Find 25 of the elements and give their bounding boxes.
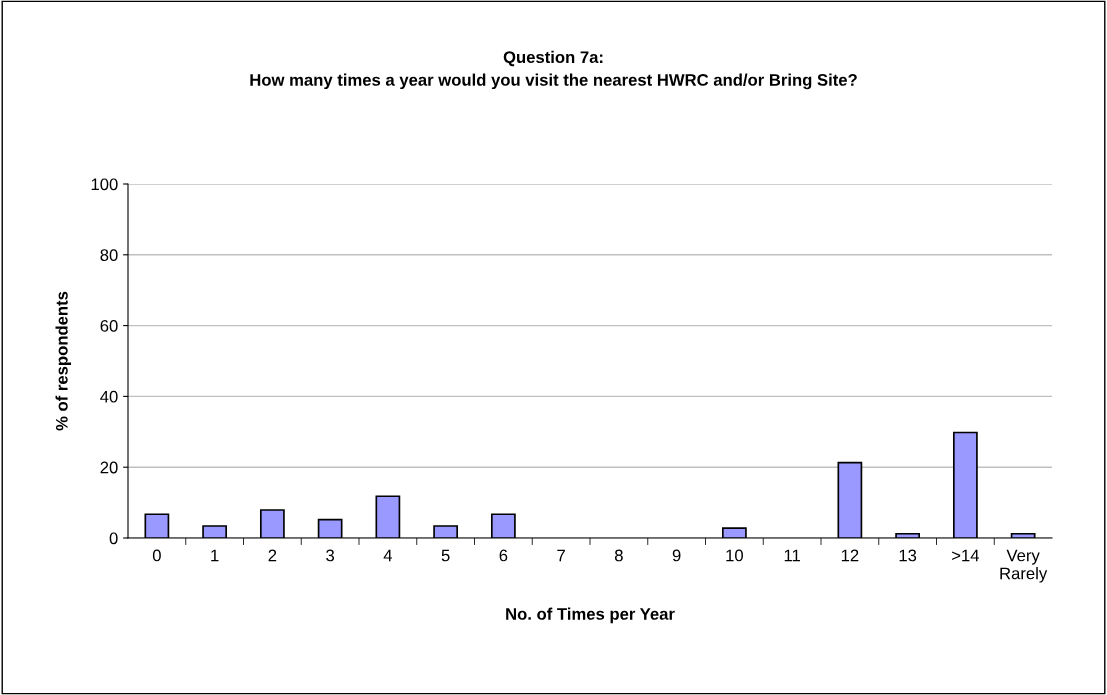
y-tick-label: 100 bbox=[91, 178, 118, 191]
y-tick-label: 60 bbox=[100, 320, 118, 332]
y-tick-label: 40 bbox=[100, 390, 118, 403]
x-tick-label: 0 bbox=[152, 549, 161, 562]
x-tick-label: 3 bbox=[326, 549, 335, 562]
x-tick-label: 10 bbox=[726, 549, 743, 562]
x-tick-label: 6 bbox=[499, 549, 508, 562]
x-tick-label: 7 bbox=[557, 549, 565, 562]
y-tick-label: 20 bbox=[100, 461, 118, 474]
y-tick-label: 80 bbox=[100, 249, 118, 261]
x-tick-label: 13 bbox=[899, 549, 917, 562]
x-tick-label: 4 bbox=[383, 549, 393, 562]
chart-title: Question 7a: How many times a year would you visit the nearest HWRC and/or Bring Site? bbox=[250, 50, 857, 90]
x-tick-label: Very Rarely bbox=[1000, 549, 1048, 583]
x-tick-label: 11 bbox=[784, 549, 800, 562]
x-tick-label: 5 bbox=[441, 549, 450, 562]
y-tick-label: 0 bbox=[109, 532, 118, 545]
x-tick-label: 2 bbox=[268, 549, 277, 562]
y-axis-title: % of respondents bbox=[55, 291, 72, 431]
x-tick-label: 1 bbox=[211, 549, 219, 562]
x-tick-label: 9 bbox=[672, 549, 681, 562]
x-tick-label: 8 bbox=[614, 549, 623, 562]
x-axis-title: No. of Times per Year bbox=[506, 607, 675, 624]
x-tick-label: 12 bbox=[841, 549, 859, 562]
x-tick-label: >14 bbox=[952, 549, 980, 562]
